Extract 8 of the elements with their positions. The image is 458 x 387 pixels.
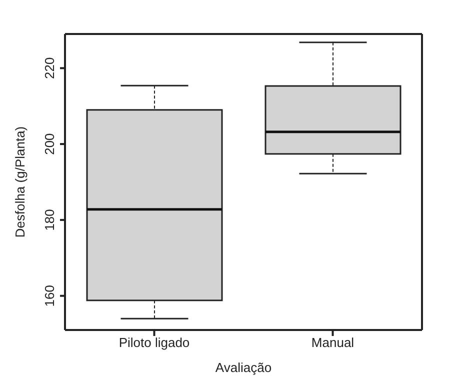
x-tick-label: Piloto ligado	[118, 335, 190, 350]
x-axis-title: Avaliação	[215, 360, 272, 375]
y-tick-label: 220	[42, 57, 57, 80]
y-axis-title: Desfolha (g/Planta)	[12, 126, 28, 238]
y-tick-label: 180	[42, 209, 57, 231]
x-tick-label: Manual	[311, 335, 354, 350]
y-tick-label: 160	[42, 284, 57, 307]
y-tick-label: 200	[42, 133, 57, 155]
